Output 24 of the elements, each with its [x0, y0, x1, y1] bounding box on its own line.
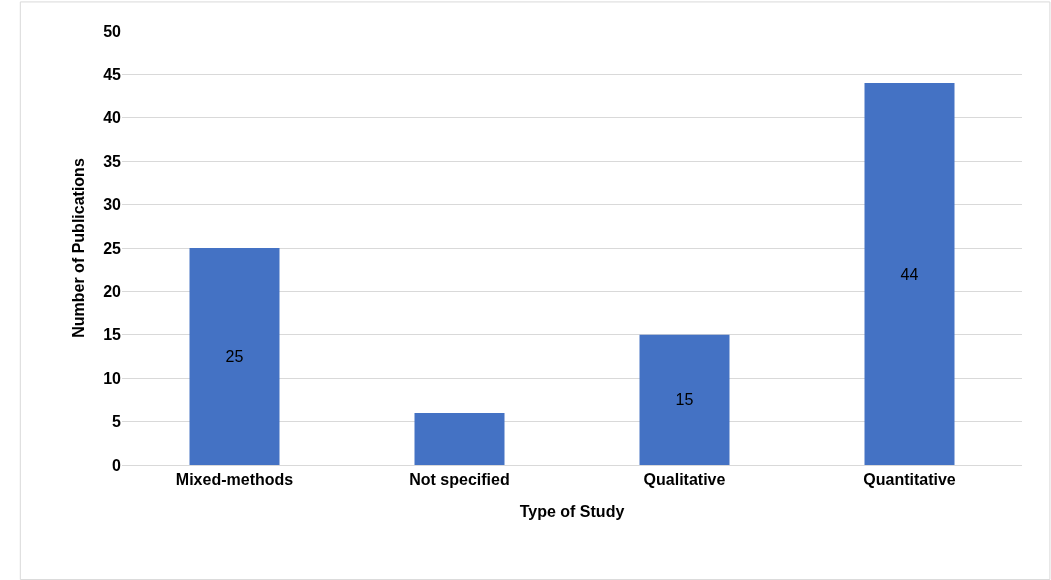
y-tick-label: 40 [103, 109, 122, 127]
y-tick-label: 45 [103, 66, 122, 83]
bar [639, 334, 730, 465]
x-tick-label: Quantitative [863, 471, 956, 489]
y-tick-label: 20 [103, 283, 122, 300]
bar [189, 248, 280, 465]
bar [414, 412, 505, 465]
data-label: 15 [675, 391, 694, 409]
data-label: 25 [225, 348, 244, 365]
y-tick-label: 50 [103, 22, 122, 40]
y-tick-label: 5 [112, 413, 122, 431]
x-tick-label: Mixed-methods [175, 471, 294, 489]
x-tick-label: Not specified [409, 471, 510, 489]
y-tick-label: 10 [103, 369, 122, 387]
y-tick-label: 35 [103, 152, 122, 170]
y-tick-label: 15 [103, 326, 122, 344]
data-label: 44 [900, 265, 919, 283]
y-tick-label: 30 [103, 196, 122, 214]
x-axis-title: Type of Study [519, 502, 625, 520]
x-tick-label: Qualitative [643, 471, 726, 489]
bar [864, 83, 955, 465]
y-tick-label: 0 [112, 456, 122, 474]
y-tick-label: 25 [103, 239, 122, 257]
y-axis-title: Number of Publications [70, 158, 88, 338]
